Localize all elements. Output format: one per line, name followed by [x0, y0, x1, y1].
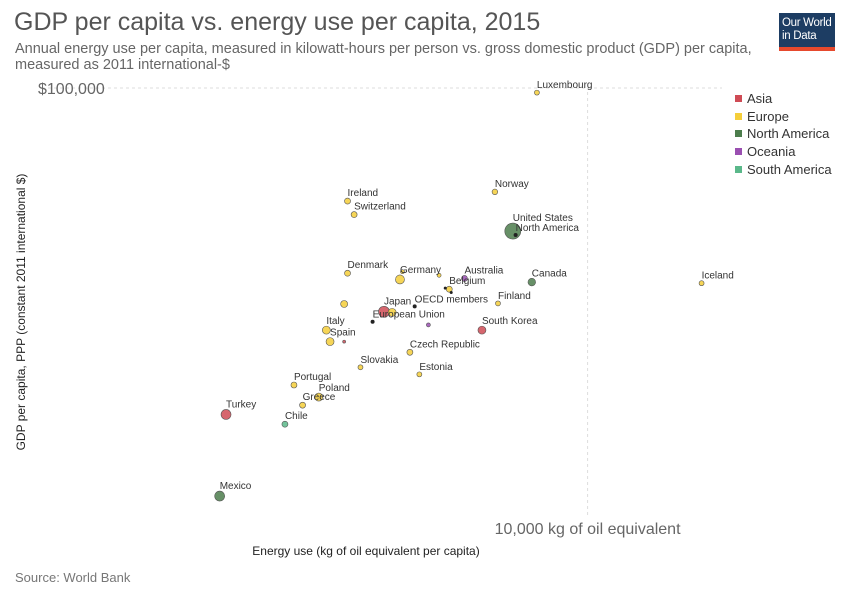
grid-lines: [42, 87, 722, 518]
data-point[interactable]: [698, 280, 705, 287]
data-point[interactable]: [513, 232, 518, 237]
data-point[interactable]: [477, 325, 487, 335]
data-point[interactable]: [443, 286, 447, 290]
data-point[interactable]: [325, 337, 335, 346]
data-point[interactable]: [357, 364, 364, 371]
data-point[interactable]: [406, 348, 414, 356]
point-label: Mexico: [220, 481, 252, 492]
point-label: Estonia: [419, 362, 453, 373]
y-axis-label: GDP per capita, PPP (constant 2011 inter…: [14, 174, 28, 451]
point-label: Slovakia: [360, 355, 398, 366]
logo-line-1: Our World: [782, 17, 832, 29]
legend-swatch: [735, 148, 742, 156]
point-label: Canada: [532, 268, 567, 279]
data-point[interactable]: [449, 291, 453, 295]
source-note: Source: World Bank: [15, 570, 131, 585]
legend-label: South America: [747, 161, 832, 177]
data-point[interactable]: [350, 211, 358, 218]
legend-swatch: [735, 130, 742, 138]
point-label: Poland: [319, 383, 350, 394]
data-point[interactable]: [461, 275, 468, 282]
point-label: North America: [516, 223, 580, 234]
point-label: Belgium: [449, 276, 485, 287]
data-point[interactable]: [344, 269, 351, 277]
legend-swatch: [735, 165, 742, 173]
data-point[interactable]: [534, 89, 540, 96]
point-label: Turkey: [226, 399, 256, 410]
point-labels: Luxembourg Norway Ireland Switzerland United…: [220, 80, 734, 492]
data-point[interactable]: [412, 304, 417, 309]
chart-title: GDP per capita vs. energy use per capita…: [14, 8, 541, 36]
legend-label: Oceania: [747, 144, 796, 160]
data-point[interactable]: [426, 322, 431, 328]
data-point[interactable]: [436, 272, 442, 278]
data-point[interactable]: [299, 401, 306, 409]
point-label: United States: [513, 213, 573, 224]
data-point[interactable]: [281, 420, 289, 428]
point-label: Finland: [498, 291, 531, 302]
point-label: Portugal: [294, 372, 331, 383]
point-label: Japan: [384, 296, 411, 307]
chart-subtitle: Annual energy use per capita, measured i…: [15, 41, 752, 73]
point-label: Ireland: [348, 188, 379, 199]
point-label: Spain: [330, 328, 356, 339]
chart-legend: Asia Europe North America Oceania South Amer…: [735, 90, 832, 178]
legend-label: Asia: [747, 91, 773, 107]
data-point[interactable]: [314, 392, 324, 402]
data-point[interactable]: [370, 319, 375, 324]
point-label: Norway: [495, 179, 529, 190]
legend-swatch: [735, 112, 742, 120]
x-axis-label: Energy use (kg of oil equivalent per cap…: [252, 544, 479, 558]
data-point[interactable]: [400, 269, 405, 274]
legend-item[interactable]: Oceania: [735, 143, 832, 161]
legend-item[interactable]: North America: [735, 125, 832, 143]
legend-item[interactable]: Asia: [735, 90, 832, 108]
point-label: Chile: [285, 411, 308, 422]
logo-accent-bar: [779, 47, 835, 51]
point-label: Luxembourg: [537, 80, 593, 91]
data-point[interactable]: [491, 188, 498, 195]
legend-label: Europe: [747, 108, 789, 124]
legend-swatch: [735, 95, 742, 103]
legend-item[interactable]: South America: [735, 160, 832, 178]
point-label: Iceland: [702, 271, 734, 282]
point-label: European Union: [373, 310, 445, 321]
point-label: Australia: [464, 265, 503, 276]
data-point[interactable]: [340, 300, 348, 308]
data-points: [214, 89, 705, 502]
data-point[interactable]: [322, 325, 331, 335]
data-point[interactable]: [220, 409, 232, 420]
tick-labels: $100,000 10,000 kg of oil equivalent: [38, 81, 681, 538]
point-label: Greece: [303, 392, 336, 403]
point-label: Italy: [326, 316, 344, 327]
data-point[interactable]: [395, 274, 405, 285]
owid-logo[interactable]: Our World in Data: [779, 13, 835, 50]
data-point[interactable]: [344, 197, 351, 205]
x-tick-label: 10,000 kg of oil equivalent: [495, 521, 681, 538]
point-label: Denmark: [348, 260, 390, 271]
data-point[interactable]: [387, 308, 397, 317]
logo-line-2: in Data: [782, 29, 817, 42]
point-label: Switzerland: [354, 202, 406, 213]
point-label: Czech Republic: [410, 339, 480, 350]
point-label: OECD members: [415, 294, 488, 305]
data-point[interactable]: [290, 381, 298, 389]
y-tick-label: $100,000: [38, 81, 105, 98]
point-label: Germany: [400, 265, 441, 276]
point-label: South Korea: [482, 316, 538, 327]
data-point[interactable]: [342, 339, 346, 344]
legend-label: North America: [747, 126, 830, 142]
data-point[interactable]: [416, 371, 423, 378]
legend-item[interactable]: Europe: [735, 108, 832, 126]
data-point[interactable]: [214, 490, 225, 502]
data-point[interactable]: [495, 300, 501, 307]
data-point[interactable]: [527, 278, 536, 287]
